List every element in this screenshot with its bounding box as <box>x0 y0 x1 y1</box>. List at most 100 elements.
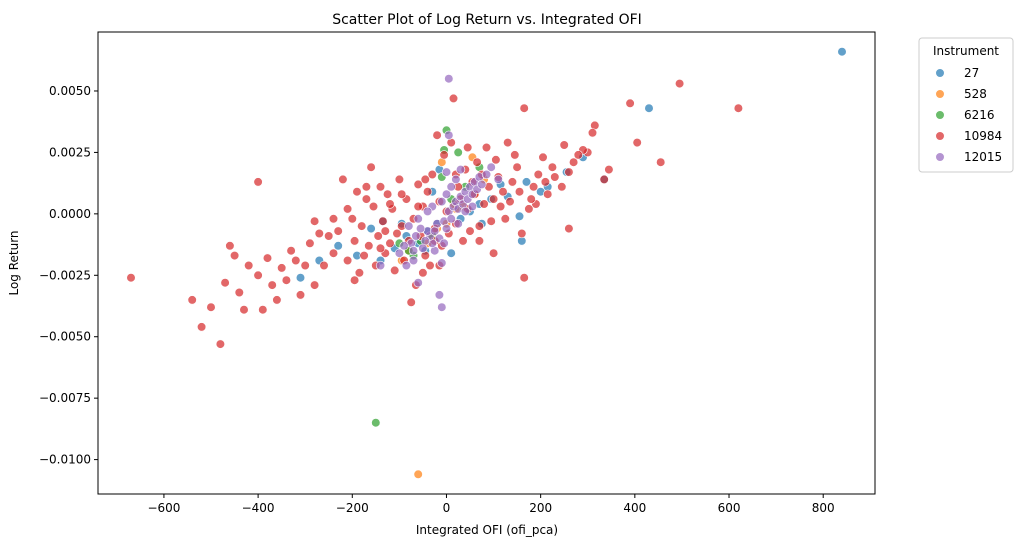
point-10984-105 <box>319 260 329 271</box>
point-10984-21 <box>533 169 543 180</box>
point-10984-128 <box>206 302 216 312</box>
point-10984-11 <box>573 150 583 160</box>
point-10984-148 <box>397 189 407 199</box>
point-10984-112 <box>286 246 296 256</box>
point-12015-38 <box>411 231 421 241</box>
point-10984-98 <box>350 236 360 246</box>
point-10984-97 <box>352 187 362 197</box>
y-axis: −0.0100 −0.0075 −0.0050 −0.0025 0.0000 0.0025… <box>39 84 98 467</box>
legend-label: 27 <box>964 66 979 80</box>
x-tick-label: −200 <box>336 501 369 515</box>
point-12015-6 <box>437 258 447 268</box>
point-10984-144 <box>517 228 527 239</box>
point-10984-94 <box>359 251 369 261</box>
point-10984-122 <box>239 305 249 315</box>
point-10984-126 <box>220 278 230 288</box>
point-10984-145 <box>463 142 473 153</box>
x-tick-label: 800 <box>812 501 835 515</box>
point-10984-35 <box>498 187 508 197</box>
y-tick-label: 0.0025 <box>49 145 91 159</box>
point-10984-137 <box>413 201 423 212</box>
point-10984-95 <box>357 221 367 231</box>
x-tick-label: −600 <box>147 501 180 515</box>
point-12015-1 <box>437 302 447 312</box>
point-12015-35 <box>486 162 496 172</box>
point-12015-55 <box>408 246 419 256</box>
point-10984-79 <box>394 174 405 184</box>
point-10984-140 <box>474 236 485 246</box>
point-10984-110 <box>295 290 306 300</box>
point-10984-60 <box>439 150 449 160</box>
point-10984-127 <box>215 339 225 349</box>
point-10984-96 <box>354 268 365 278</box>
series-12015 <box>375 74 503 312</box>
point-10984-99 <box>347 214 357 224</box>
point-12015-14 <box>416 224 426 234</box>
point-10984-130 <box>187 295 197 305</box>
point-12015-45 <box>437 197 447 207</box>
point-27-9 <box>514 211 525 221</box>
point-27-23 <box>366 224 376 234</box>
point-12015-50 <box>439 238 449 248</box>
point-27-0 <box>837 47 847 57</box>
point-10984-52 <box>458 236 468 246</box>
point-6216-3 <box>453 147 463 157</box>
point-10984-138 <box>420 174 430 184</box>
y-tick-label: −0.0075 <box>39 391 91 405</box>
point-12015-34 <box>481 169 492 180</box>
point-10984-14 <box>559 140 569 150</box>
point-12015-5 <box>408 255 419 266</box>
point-12015-48 <box>451 174 461 184</box>
point-10984-116 <box>267 280 277 290</box>
point-10984-111 <box>291 255 301 266</box>
point-10984-49 <box>465 226 475 236</box>
point-10984-135 <box>361 182 372 192</box>
point-10984-84 <box>383 189 393 199</box>
point-10984-18 <box>543 189 553 199</box>
point-10984-134 <box>343 204 353 214</box>
point-10984-30 <box>510 150 520 160</box>
point-10984-119 <box>253 270 263 280</box>
point-27-27 <box>295 273 306 283</box>
point-12015-57 <box>456 165 466 175</box>
point-10984-107 <box>310 280 320 290</box>
y-tick-label: −0.0050 <box>39 330 91 344</box>
point-10984-23 <box>528 182 539 192</box>
point-10984-151 <box>350 275 360 285</box>
point-10984-80 <box>392 228 402 239</box>
legend-marker <box>935 131 945 141</box>
x-tick-label: 600 <box>718 501 741 515</box>
point-10984-32 <box>505 197 515 207</box>
y-axis-title: Log Return <box>7 230 21 295</box>
point-12015-43 <box>401 260 412 271</box>
point-10984-102 <box>333 226 343 236</box>
point-10984-90 <box>368 201 379 212</box>
point-10984-3 <box>632 138 642 148</box>
point-10984-125 <box>225 241 235 251</box>
point-10984-6 <box>599 174 609 184</box>
legend-item: 6216 <box>935 108 995 122</box>
x-tick-label: 400 <box>623 501 646 515</box>
legend-item: 27 <box>935 66 979 80</box>
point-10984-19 <box>540 177 551 187</box>
point-12015-46 <box>441 189 452 199</box>
legend-item: 12015 <box>935 150 1002 164</box>
point-6216-0 <box>371 418 381 428</box>
plot-frame <box>97 31 876 495</box>
point-10984-124 <box>230 251 240 261</box>
point-10984-0 <box>733 103 744 113</box>
point-27-25 <box>333 241 343 251</box>
point-10984-81 <box>390 265 400 276</box>
point-10984-28 <box>514 187 525 197</box>
y-tick-label: −0.0100 <box>39 453 91 467</box>
point-10984-115 <box>272 295 282 305</box>
legend-marker <box>935 110 945 120</box>
point-12015-56 <box>441 167 452 177</box>
point-12015-20 <box>446 214 456 224</box>
point-12015-52 <box>460 206 470 216</box>
point-10984-143 <box>418 268 428 278</box>
point-10984-2 <box>656 157 666 167</box>
legend-label: 10984 <box>964 129 1002 143</box>
point-12015-36 <box>493 174 503 184</box>
point-10984-101 <box>338 174 348 184</box>
